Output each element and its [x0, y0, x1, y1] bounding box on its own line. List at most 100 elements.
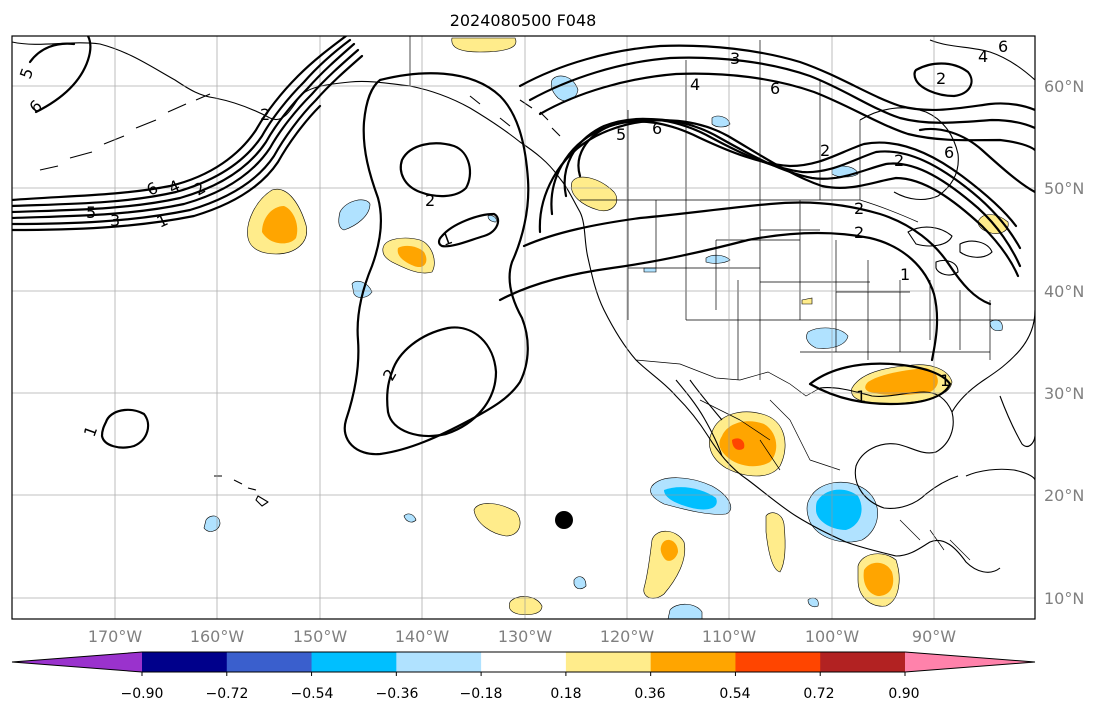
map-panel: 5 6 6 4 2 5 3 1 2 1 2 3 4 6 5 6 2 2 6 4: [11, 35, 1036, 620]
central-america-borders: [899, 519, 971, 561]
contour-label: 2: [820, 141, 830, 160]
contour-jet-6: [12, 104, 322, 232]
contour-jet-1: [12, 36, 348, 202]
contour-label: 2: [894, 151, 904, 170]
colorbar-segment: [481, 652, 567, 672]
contour-label: 2: [936, 69, 946, 88]
contour-wave-3: [550, 118, 1022, 268]
contour-label: 6: [652, 119, 662, 138]
contour-label: 4: [690, 75, 700, 94]
gridlines: [12, 36, 1035, 619]
lat-label: 40°N: [1044, 282, 1084, 301]
contour-wave-4: [538, 119, 1020, 278]
contour-label: 1: [900, 265, 910, 284]
contour-lower-2: [522, 201, 992, 306]
canada-coast: [929, 39, 1035, 81]
positive-anomaly-area: [508, 596, 543, 616]
positive-anomaly-core: [719, 421, 777, 467]
us-canada-border: [580, 199, 919, 223]
florida-coast: [999, 395, 1035, 447]
contour-2-low: [386, 326, 498, 438]
strong-anomaly-core: [732, 438, 745, 450]
us-state-lines: [627, 200, 1035, 380]
colorbar-tick-label: −0.90: [121, 686, 164, 702]
contour-label: 6: [944, 143, 954, 162]
contour-label: 5: [86, 203, 96, 222]
negative-anomaly-area: [667, 603, 703, 619]
colorbar-tick-label: −0.72: [206, 686, 249, 702]
colorbar-tick-label: −0.36: [376, 686, 419, 702]
positive-anomaly-core: [397, 245, 427, 268]
lat-label: 20°N: [1044, 486, 1084, 505]
contour-label: 1: [856, 387, 866, 406]
colorbar-segments: [11, 651, 1036, 673]
contour-ne-6: [918, 127, 1035, 194]
hawaii-islands: [214, 475, 269, 507]
alaska-coastline: [12, 41, 411, 120]
lon-label: 130°W: [498, 627, 553, 646]
colorbar-tick-label: 0.54: [719, 686, 750, 702]
contour-jet-2: [12, 38, 352, 208]
lat-label: 10°N: [1044, 589, 1084, 608]
negative-anomaly-area: [203, 515, 221, 532]
aleutian-chain: [39, 93, 211, 171]
contour-wave-2: [563, 117, 1022, 250]
colorbar-extend-min: [12, 652, 142, 672]
contour-gulf-1: [808, 362, 952, 406]
negative-anomaly-area: [711, 115, 731, 128]
colorbar-segment: [311, 652, 397, 672]
canada-province-lines: [627, 40, 861, 200]
lon-label: 90°W: [912, 627, 956, 646]
colorbar-tick-label: −0.18: [460, 686, 503, 702]
negative-anomaly-area: [643, 267, 657, 273]
colorbar-extend-max: [905, 652, 1035, 672]
negative-anomaly-area: [705, 254, 731, 264]
negative-anomaly-core: [816, 489, 862, 530]
negative-anomaly-area: [351, 280, 373, 298]
lon-label: 110°W: [702, 627, 757, 646]
colorbar-tick-label: −0.54: [291, 686, 334, 702]
contour-label: 2: [260, 105, 270, 124]
contour-1-small: [437, 212, 500, 248]
lat-label: 30°N: [1044, 384, 1084, 403]
contour-2-high: [399, 142, 472, 198]
colorbar-ticks: [141, 672, 906, 676]
colorbar-segment: [650, 652, 736, 672]
positive-anomaly-area: [571, 176, 618, 212]
positive-anomaly-area: [801, 297, 813, 305]
east-coast: [951, 309, 1035, 413]
contour-label: 4: [978, 47, 988, 66]
positive-anomaly-core: [660, 539, 678, 561]
contour-label: 5: [616, 125, 626, 144]
contour-label: 6: [998, 37, 1008, 56]
contour-north-2: [528, 56, 1035, 130]
contour-label: 1: [940, 371, 950, 390]
contour-label: 2: [854, 199, 864, 218]
lon-label: 120°W: [600, 627, 655, 646]
lon-label: 170°W: [88, 627, 143, 646]
lon-label: 100°W: [805, 627, 860, 646]
mexico-state-lines: [699, 399, 841, 471]
negative-anomaly-area: [403, 513, 417, 523]
negative-anomaly-area: [573, 576, 587, 590]
contour-label: 2: [425, 191, 435, 210]
lat-label: 50°N: [1044, 179, 1084, 198]
contour-lines: [12, 36, 1035, 456]
colorbar-tick-label: 0.36: [634, 686, 665, 702]
positive-anomaly-core: [863, 562, 894, 596]
political-borders: [409, 36, 1035, 561]
contour-jet-4: [12, 48, 360, 220]
north-america-coastline: [409, 85, 1001, 573]
colorbar-segment: [142, 652, 228, 672]
contour-north-3: [538, 72, 1035, 152]
lon-label: 160°W: [190, 627, 245, 646]
negative-anomaly-area: [806, 327, 849, 349]
contour-alaska-6: [34, 36, 92, 114]
contour-lower-1: [498, 231, 939, 362]
colorbar-segment: [735, 652, 821, 672]
contour-label: 3: [110, 211, 120, 230]
coastlines: [12, 39, 1035, 573]
contour-north-1: [518, 44, 1035, 112]
negative-anomaly-area: [338, 199, 371, 231]
